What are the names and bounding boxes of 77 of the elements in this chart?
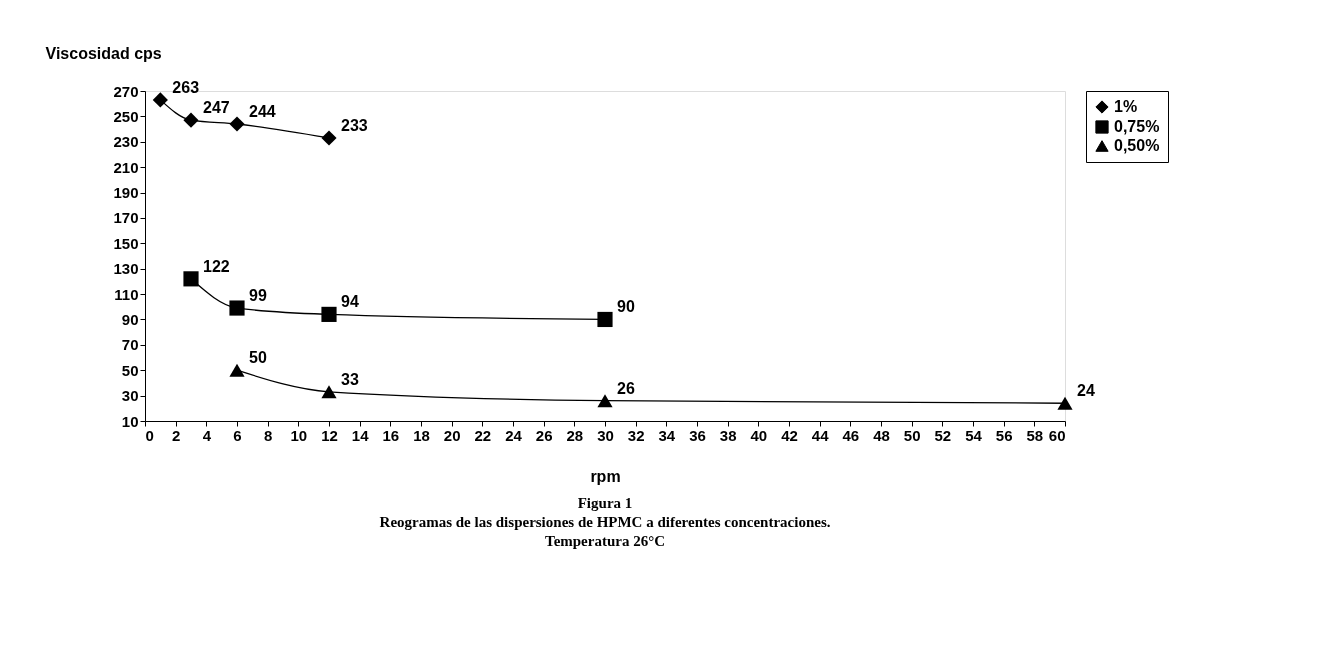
y-tick-label: 130	[113, 260, 139, 278]
x-tick-label: 20	[443, 426, 461, 444]
data-label: 233	[341, 116, 368, 134]
y-tick-label: 10	[121, 412, 139, 430]
data-label: 33	[341, 370, 359, 388]
y-tick-label: 210	[113, 158, 139, 176]
x-tick-label: 60	[1048, 426, 1066, 444]
x-tick-label: 2	[171, 426, 181, 444]
x-tick-label: 22	[474, 426, 492, 444]
x-tick-label: 48	[873, 426, 890, 444]
y-tick-label: 250	[113, 107, 139, 125]
data-label: 94	[341, 293, 359, 311]
x-tick-label: 54	[965, 426, 983, 444]
x-tick-label: 14	[351, 426, 370, 444]
legend-label: 0,75%	[1114, 118, 1160, 135]
y-tick-label: 170	[113, 209, 139, 227]
x-tick-label: 28	[566, 426, 584, 444]
text: Temperatura 26°C	[544, 533, 666, 549]
y-axis-title: Viscosidad cps	[45, 44, 162, 62]
y-tick-label: 110	[114, 285, 139, 303]
x-axis-title: rpm	[590, 467, 621, 485]
data-label: 122	[203, 257, 230, 275]
data-label: 99	[249, 287, 267, 305]
point	[321, 130, 337, 146]
x-tick-label: 24	[505, 426, 523, 444]
x-tick-label: 10	[290, 426, 308, 444]
x-tick-label: 46	[842, 426, 860, 444]
data-label: 244	[249, 103, 276, 120]
y-tick-label: 190	[113, 184, 139, 202]
y-tick-label: 70	[121, 336, 139, 354]
y-tick-label: 30	[121, 387, 139, 405]
data-label: 50	[249, 349, 267, 367]
x-tick-label: 58	[1026, 426, 1044, 444]
point	[229, 116, 245, 132]
y-tick-label: 270	[113, 82, 139, 100]
x-tick-label: 52	[934, 426, 952, 444]
data-label: 247	[203, 99, 230, 117]
y-tick-label: 230	[113, 133, 139, 151]
point	[152, 92, 168, 108]
text: Figura 1	[577, 495, 633, 511]
point	[597, 311, 613, 328]
y-tick-label: 90	[121, 310, 139, 328]
x-tick-label: 16	[382, 426, 400, 444]
data-label: 90	[617, 298, 635, 316]
x-tick-label: 6	[233, 426, 242, 444]
x-tick-label: 26	[535, 426, 553, 444]
x-tick-label: 30	[597, 426, 614, 444]
x-tick-label: 42	[781, 426, 798, 444]
point	[321, 306, 337, 322]
x-tick-label: 44	[811, 426, 830, 444]
data-label: 26	[617, 379, 635, 397]
x-tick-label: 32	[627, 426, 645, 444]
x-tick-label: 34	[658, 426, 676, 444]
point	[321, 385, 337, 399]
point	[183, 112, 199, 128]
legend-label: 0,50%	[1114, 137, 1160, 154]
x-tick-label: 38	[719, 426, 737, 444]
point	[597, 394, 613, 408]
y-tick-label: 50	[121, 361, 139, 379]
text: Reogramas de las dispersiones de HPMC a diferentes concentraciones.	[379, 514, 831, 530]
data-label: 24	[1077, 382, 1095, 400]
point	[183, 271, 199, 287]
point	[229, 363, 245, 377]
y-tick-label: 150	[113, 234, 139, 252]
x-tick-label: 50	[903, 426, 921, 444]
x-tick-label: 36	[689, 426, 706, 444]
x-tick-label: 8	[263, 426, 273, 444]
point	[1057, 396, 1073, 410]
x-tick-label: 0	[145, 426, 154, 444]
x-tick-label: 18	[413, 426, 430, 444]
x-tick-label: 56	[995, 426, 1013, 444]
point	[229, 300, 245, 316]
data-label: 263	[172, 78, 200, 96]
x-tick-label: 12	[321, 426, 338, 444]
x-tick-label: 40	[750, 426, 768, 444]
x-tick-label: 4	[202, 426, 212, 444]
legend-label: 1%	[1114, 98, 1138, 115]
